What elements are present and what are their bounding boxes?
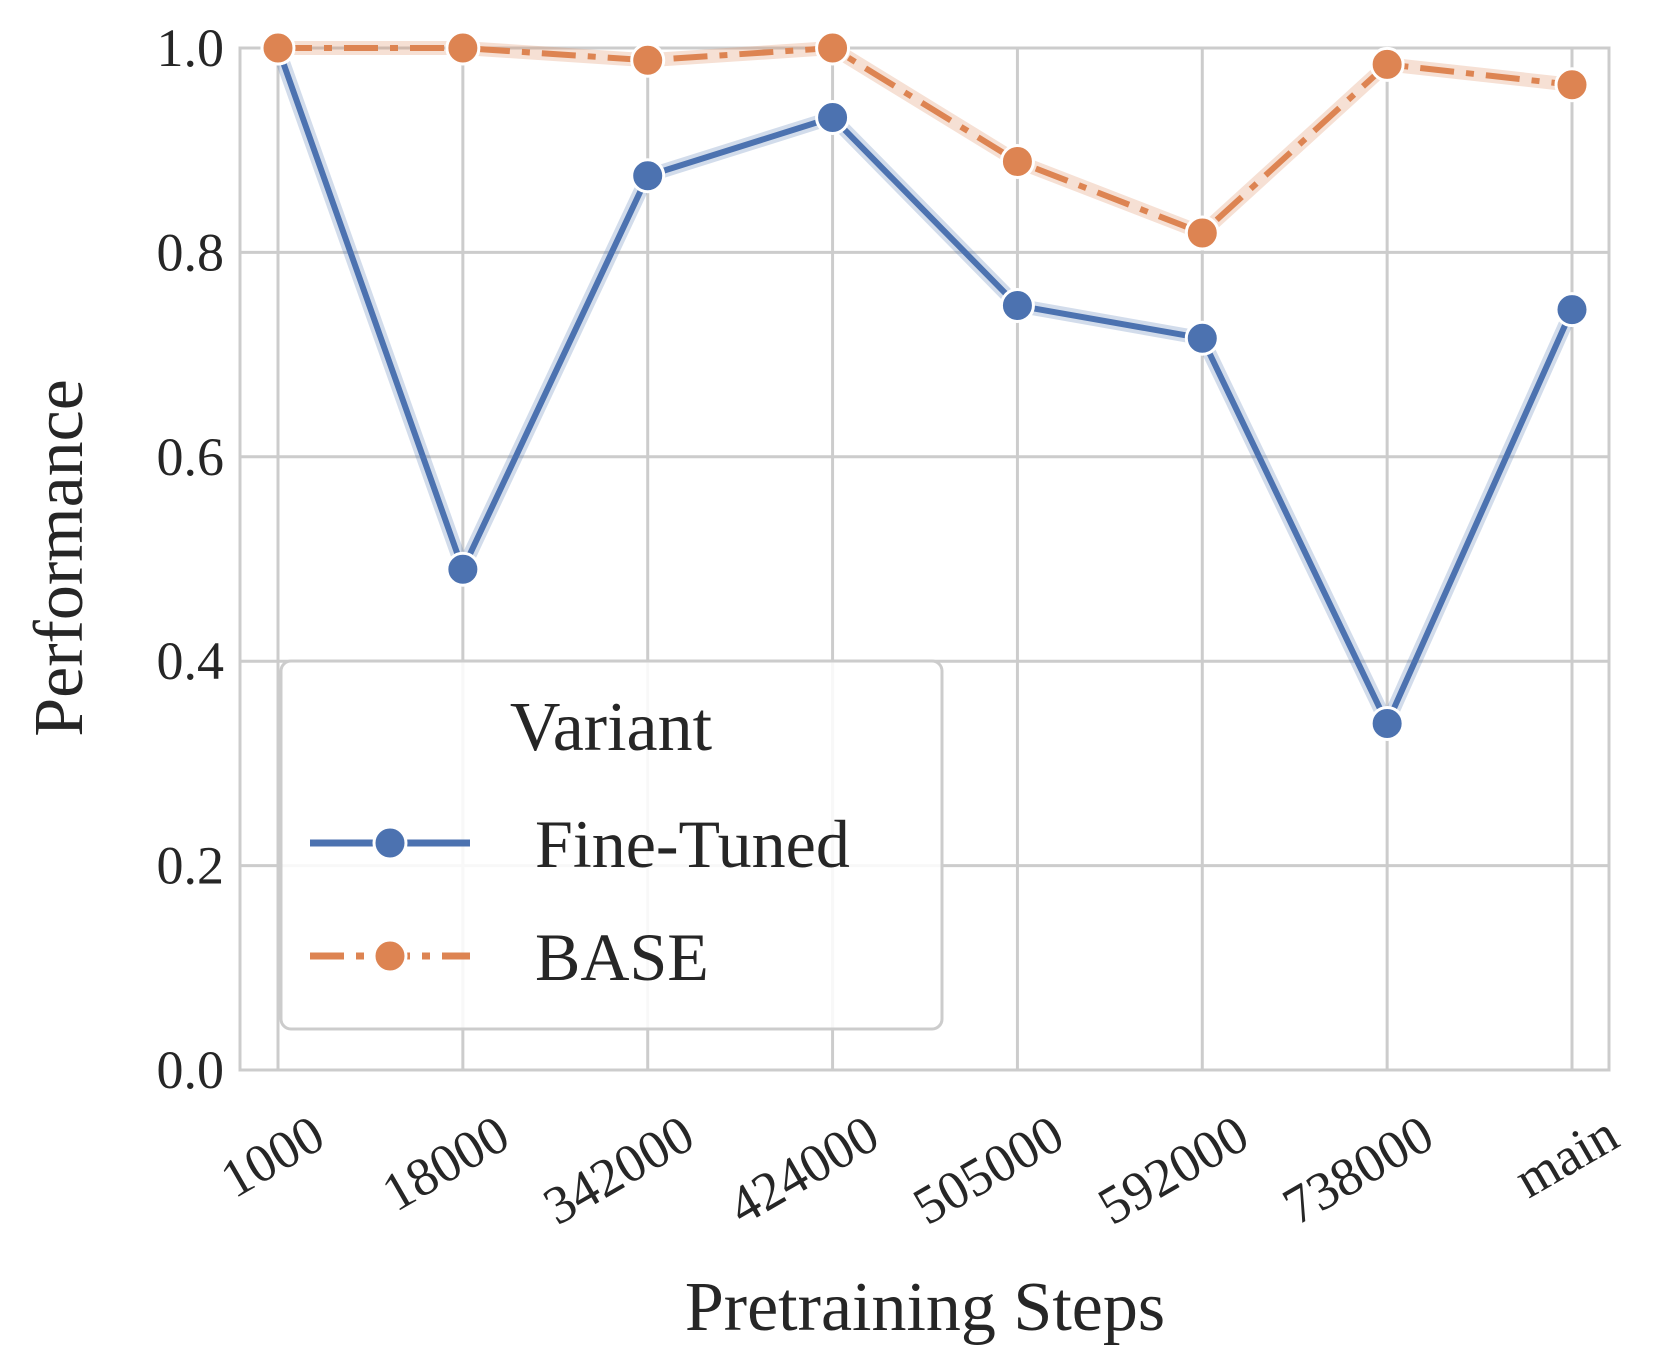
data-point	[260, 30, 296, 66]
series-1	[260, 30, 1590, 251]
y-tick-label: 0.6	[157, 427, 225, 487]
data-point	[1554, 292, 1590, 328]
data-point	[445, 551, 481, 587]
x-tick-label: 18000	[372, 1103, 519, 1222]
y-tick-label: 1.0	[157, 18, 225, 78]
data-point	[630, 158, 666, 194]
y-axis-ticks: 0.0 0.2 0.4 0.6 0.8 1.0	[157, 18, 225, 1100]
data-point	[999, 288, 1035, 324]
legend-entry: BASE	[310, 919, 709, 995]
legend: Variant Fine-Tuned BASE	[279, 659, 944, 1031]
series-band	[271, 45, 1579, 731]
x-tick-label: 505000	[903, 1103, 1073, 1236]
x-tick-label: 424000	[718, 1103, 888, 1236]
legend-entry: Fine-Tuned	[310, 806, 850, 882]
data-point	[1554, 67, 1590, 103]
series-0	[260, 30, 1590, 742]
y-tick-label: 0.4	[157, 631, 225, 691]
x-axis-label: Pretraining Steps	[685, 1269, 1165, 1346]
legend-label: Fine-Tuned	[535, 806, 850, 882]
data-point	[1369, 46, 1405, 82]
x-axis-ticks: 1000 18000 342000 424000 505000 592000 738000 m…	[210, 1103, 1628, 1236]
series-layer	[260, 30, 1590, 742]
data-point	[1184, 320, 1220, 356]
data-point	[815, 30, 851, 66]
legend-marker	[372, 825, 408, 861]
x-tick-label: 342000	[533, 1103, 703, 1236]
data-point	[1184, 215, 1220, 251]
plot-frame	[238, 46, 1611, 1072]
data-point	[630, 42, 666, 78]
x-tick-label: 738000	[1273, 1103, 1443, 1236]
x-tick-label: 592000	[1088, 1103, 1258, 1236]
data-point	[1369, 706, 1405, 742]
y-axis-label: Performance	[21, 379, 98, 737]
series-line	[278, 45, 1573, 236]
x-tick-label: 1000	[210, 1103, 334, 1209]
legend-label: BASE	[535, 919, 709, 995]
legend-entries: Fine-Tuned BASE	[310, 806, 850, 995]
y-tick-label: 0.0	[157, 1040, 225, 1100]
y-tick-label: 0.2	[157, 836, 225, 896]
y-tick-label: 0.8	[157, 222, 225, 282]
legend-box	[279, 659, 944, 1031]
series-line	[275, 46, 1575, 727]
data-point	[445, 30, 481, 66]
data-point	[999, 143, 1035, 179]
x-tick-label: main	[1504, 1103, 1628, 1209]
legend-marker	[372, 938, 408, 974]
data-point	[815, 99, 851, 135]
legend-title: Variant	[510, 689, 713, 766]
